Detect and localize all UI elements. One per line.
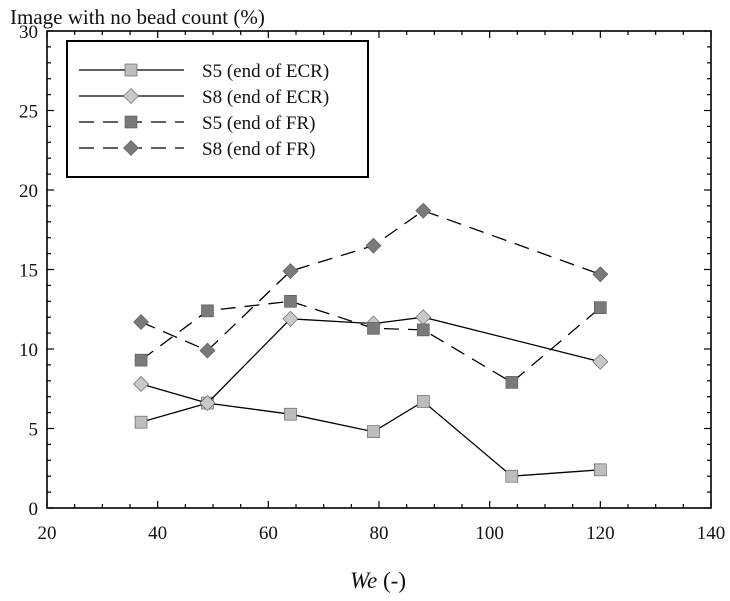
- legend-entry-1: S5 (end of ECR): [79, 61, 329, 82]
- data-point: [505, 376, 519, 389]
- data-point: [201, 304, 214, 318]
- legend-box: [66, 40, 369, 178]
- x-axis-label-unit: (-): [377, 568, 406, 593]
- x-tick-label: 80: [370, 523, 389, 544]
- data-point: [134, 353, 148, 367]
- x-axis-label-main: We: [350, 568, 377, 593]
- data-point: [133, 376, 149, 392]
- x-tick-label: 120: [586, 523, 615, 544]
- series-line: [140, 316, 601, 404]
- data-point: [282, 310, 299, 327]
- tick-labels: 20 40 60 80 100 120 140 0 5 10 15 20 25 30: [19, 22, 725, 544]
- data-point: [134, 415, 148, 429]
- y-tick-label: 20: [19, 181, 38, 202]
- data-point: [592, 353, 609, 370]
- y-tick-label: 25: [19, 102, 38, 123]
- data-point: [367, 322, 380, 335]
- data-point: [365, 237, 382, 254]
- legend-label: S5 (end of ECR): [202, 61, 329, 82]
- series-3: [134, 294, 607, 389]
- data-point: [199, 342, 216, 359]
- legend-items: S5 (end of ECR) S8 (end of ECR) S5 (end of…: [79, 61, 329, 160]
- legend-marker: [124, 115, 138, 129]
- data-point: [594, 463, 607, 477]
- y-axis-label: Image with no bead count (%): [10, 5, 265, 29]
- x-tick-label: 20: [38, 523, 57, 544]
- data-point: [415, 202, 432, 219]
- legend-entry-2: S8 (end of ECR): [79, 87, 329, 108]
- y-tick-label: 15: [19, 261, 38, 282]
- data-point: [592, 266, 609, 283]
- data-point: [284, 294, 297, 308]
- legend-marker: [123, 88, 139, 104]
- legend-label: S8 (end of FR): [202, 139, 315, 160]
- legend-label: S5 (end of FR): [202, 113, 315, 134]
- legend-marker: [123, 140, 139, 156]
- axis-ticks: [46, 30, 712, 509]
- x-axis-label: We (-): [350, 568, 406, 593]
- y-tick-label: 10: [19, 340, 38, 361]
- data-point: [594, 301, 607, 314]
- x-tick-label: 40: [148, 523, 167, 544]
- data-point: [367, 425, 380, 438]
- data-point: [133, 314, 149, 330]
- series-line: [140, 400, 601, 477]
- y-tick-label: 30: [19, 22, 38, 43]
- legend-label: S8 (end of ECR): [202, 87, 329, 108]
- legend-marker: [124, 63, 138, 77]
- legend: S5 (end of ECR) S8 (end of ECR) S5 (end of…: [66, 40, 369, 178]
- data-point: [505, 469, 519, 483]
- legend-entry-3: S5 (end of FR): [79, 113, 315, 134]
- series-line: [140, 209, 601, 352]
- series-4: [133, 202, 609, 359]
- y-tick-label: 5: [29, 420, 39, 441]
- data-point: [284, 407, 297, 421]
- data-point: [415, 309, 432, 326]
- data-point: [416, 323, 430, 337]
- x-tick-label: 100: [475, 523, 504, 544]
- legend-entry-4: S8 (end of FR): [79, 139, 315, 160]
- data-point: [282, 263, 299, 280]
- x-tick-label: 60: [259, 523, 278, 544]
- series-layer: [133, 202, 609, 483]
- data-point: [416, 395, 430, 408]
- y-tick-label: 0: [29, 499, 39, 520]
- data-point: [199, 395, 216, 411]
- x-tick-label: 140: [697, 523, 726, 544]
